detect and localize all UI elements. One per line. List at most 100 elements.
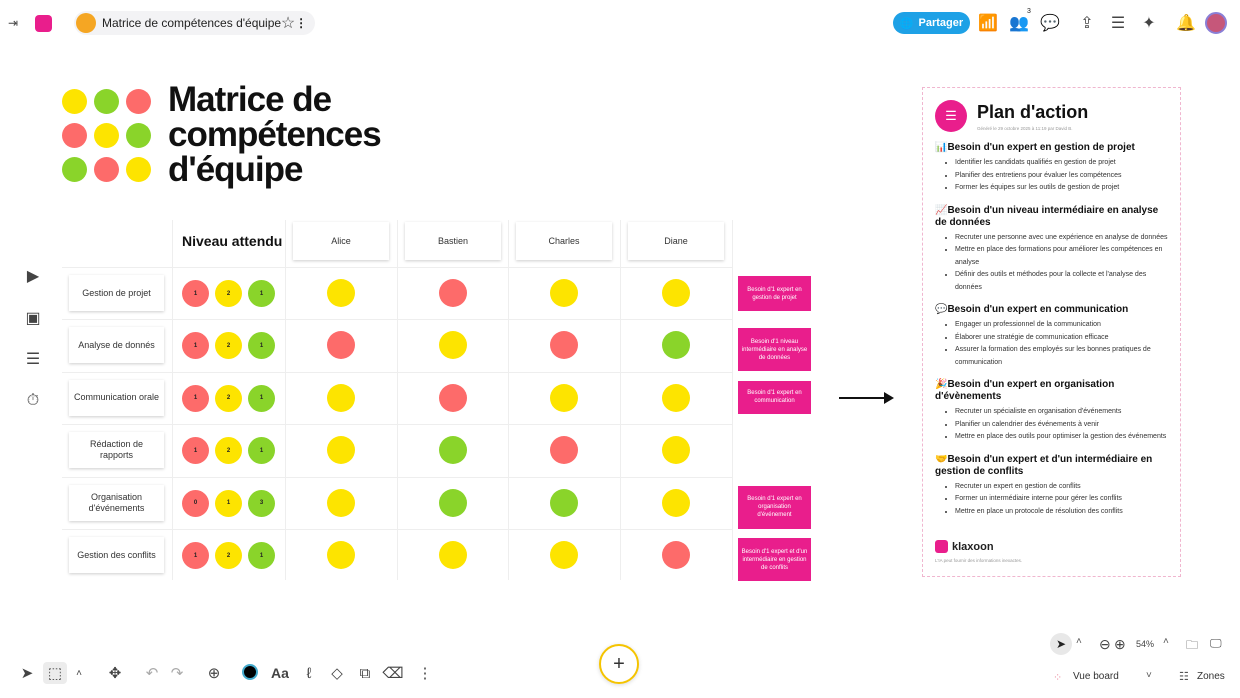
text-tool-icon[interactable]: Aa (271, 665, 289, 681)
search-board-icon[interactable]: 🗀 (1186, 638, 1199, 652)
skill-level-dot[interactable] (327, 383, 355, 412)
skill-level-dot[interactable] (662, 279, 690, 307)
stats-icon[interactable]: 📶 (978, 15, 998, 32)
heading-line: d'équipe (168, 150, 303, 189)
skill-level-dot[interactable] (662, 383, 690, 412)
ai-sparkle-icon[interactable]: ✦ (1142, 15, 1156, 32)
skill-level-dot[interactable] (327, 279, 355, 307)
avatar[interactable] (1205, 12, 1227, 34)
notes-icon[interactable]: ☰ (25, 351, 41, 368)
more-tools-icon[interactable]: ⋮ (417, 665, 433, 682)
chevron-up-icon[interactable]: ˄ (1076, 636, 1082, 647)
sticky-note[interactable]: Besoin d'1 expert et d'un intermédiaire … (738, 538, 811, 581)
sticky-note[interactable]: Besoin d'1 expert en gestion de projet (738, 276, 811, 311)
zones-button[interactable]: Zones (1197, 671, 1225, 682)
presentation-icon[interactable]: 🖵 (1210, 636, 1222, 650)
skill-level-dot[interactable] (662, 488, 690, 517)
eraser-icon[interactable]: ⌫ (382, 665, 404, 682)
zones-icon[interactable]: ☷ (1179, 671, 1189, 683)
add-idea-icon[interactable]: ⊕ (207, 665, 221, 682)
row-label[interactable]: Gestion de projet (69, 275, 164, 311)
bell-icon[interactable]: 🔔 (1176, 15, 1196, 32)
sticky-note[interactable]: Besoin d'1 niveau intermédiaire en analy… (738, 328, 811, 372)
settings-icon[interactable]: ☰ (1110, 15, 1126, 32)
row-label[interactable]: Communication orale (69, 379, 164, 416)
logo-dot (126, 123, 151, 148)
skill-level-dot[interactable] (327, 436, 355, 465)
expected-level-dot: 1 (182, 437, 209, 465)
skill-level-dot[interactable] (327, 488, 355, 517)
row-label[interactable]: Gestion des conflits (69, 537, 164, 573)
expected-level-dot: 1 (248, 332, 275, 360)
add-button[interactable]: + (599, 644, 639, 684)
upload-icon[interactable]: ⇪ (1080, 15, 1094, 32)
chevron-down-icon[interactable]: ˅ (1146, 670, 1152, 681)
pan-icon[interactable]: ✥ (108, 665, 122, 682)
skill-level-dot[interactable] (550, 331, 578, 360)
logo-dot (126, 89, 151, 114)
sticky-note[interactable]: Besoin d'1 expert en organisation d'évén… (738, 485, 811, 529)
undo-icon[interactable]: ↶ (145, 665, 159, 682)
video-icon[interactable]: ▶ (26, 268, 40, 285)
skill-level-dot[interactable] (439, 383, 467, 412)
expected-level-dot: 2 (215, 542, 242, 569)
more-icon[interactable]: ⋮ (295, 16, 308, 30)
skill-level-dot[interactable] (327, 331, 355, 360)
board-title-tab[interactable]: Matrice de compétences d'équipe ⋮ (74, 11, 316, 35)
draw-icon[interactable]: ℓ (306, 664, 312, 682)
chat-icon[interactable]: 💬 (1040, 15, 1060, 32)
view-select[interactable]: Vue board (1073, 671, 1119, 682)
pointer-tool-icon[interactable]: ➤ (20, 665, 34, 682)
globe-icon: 🌐 (899, 17, 914, 30)
connector-icon[interactable]: ⧉ (359, 664, 371, 682)
zoom-out-icon[interactable]: ⊖ (1099, 636, 1111, 652)
color-picker-icon[interactable] (242, 664, 258, 680)
expected-level-dot: 2 (215, 384, 242, 412)
action-plan-card[interactable]: ☰ Plan d'action Généré le 29 octobre 202… (922, 87, 1181, 577)
skill-level-dot[interactable] (662, 436, 690, 465)
board-icon (76, 13, 96, 33)
skill-level-dot[interactable] (439, 279, 467, 307)
skill-level-dot[interactable] (327, 541, 355, 569)
section-title-text: Besoin d'un expert en organisation d'évè… (935, 379, 1115, 402)
share-button[interactable]: 🌐 Partager (893, 12, 970, 34)
grid-line (62, 319, 732, 321)
row-label[interactable]: Organisation d'événements (69, 484, 164, 521)
select-area-icon[interactable]: ⬚ (43, 662, 67, 684)
plan-item: Définir des outils et méthodes pour la c… (955, 269, 1168, 294)
skill-level-dot[interactable] (439, 436, 467, 465)
skill-level-dot[interactable] (662, 331, 690, 360)
arrow (839, 397, 889, 399)
timer-icon[interactable]: ⏱ (26, 392, 40, 409)
redo-icon[interactable]: ↷ (170, 665, 184, 682)
skill-level-dot[interactable] (662, 541, 690, 569)
skill-level-dot[interactable] (550, 279, 578, 307)
chevron-up-icon[interactable]: ˄ (1163, 636, 1169, 647)
skill-level-dot[interactable] (439, 541, 467, 569)
sticky-note[interactable]: Besoin d'1 expert en communication (738, 380, 811, 414)
collapse-icon[interactable]: ⇥ (7, 16, 19, 30)
image-icon[interactable]: ▣ (25, 310, 41, 327)
skill-level-dot[interactable] (550, 383, 578, 412)
chevron-up-icon[interactable]: ˄ (76, 667, 82, 679)
shapes-icon[interactable]: ◇ (331, 665, 343, 682)
klaxoon-logo[interactable] (35, 15, 52, 32)
skill-level-dot[interactable] (550, 541, 578, 569)
skill-level-dot[interactable] (550, 488, 578, 517)
zoom-level[interactable]: 54% (1136, 639, 1155, 649)
column-header-alice: Alice (293, 222, 389, 260)
skill-level-dot[interactable] (439, 488, 467, 517)
cursor-icon[interactable]: ➤ (1050, 633, 1072, 655)
skill-level-dot[interactable] (439, 331, 467, 360)
plan-list: Recruter un expert en gestion de conflit… (955, 481, 1168, 519)
zoom-in-icon[interactable]: ⊕ (1114, 636, 1126, 652)
row-label[interactable]: Analyse de donnés (69, 327, 164, 364)
section-emoji-icon: 💬 (935, 304, 948, 315)
skill-level-dot[interactable] (550, 436, 578, 465)
participants-icon[interactable]: 👥 (1009, 15, 1029, 32)
plan-item: Recruter un expert en gestion de conflit… (955, 481, 1168, 494)
section-title-text: Besoin d'un expert en gestion de projet (947, 142, 1135, 153)
board-heading: Matrice de compétences d'équipe (168, 82, 382, 189)
row-label[interactable]: Rédaction de rapports (69, 432, 164, 469)
star-icon[interactable]: ☆ (280, 15, 296, 32)
